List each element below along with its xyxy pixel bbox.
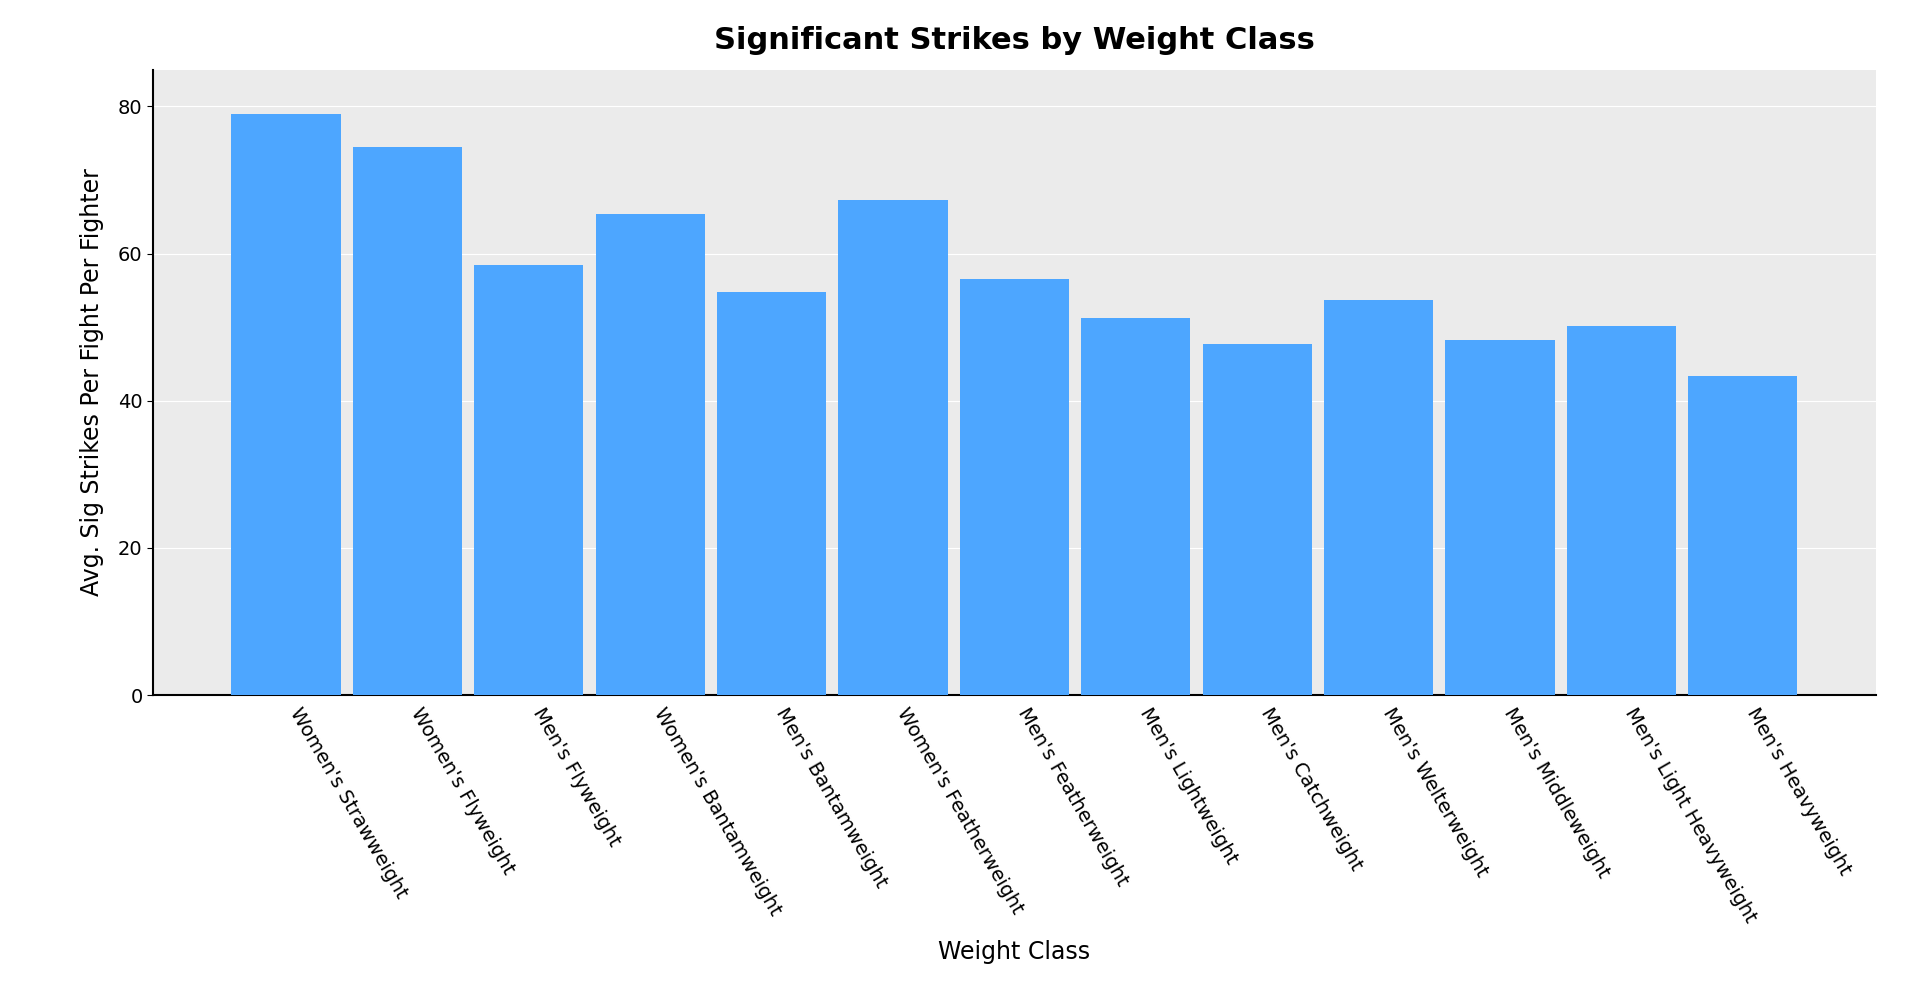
- Bar: [352, 147, 461, 695]
- Bar: [959, 279, 1070, 695]
- Bar: [1324, 300, 1434, 695]
- Bar: [1568, 326, 1677, 695]
- Title: Significant Strikes by Weight Class: Significant Strikes by Weight Class: [714, 26, 1315, 55]
- Bar: [838, 200, 947, 695]
- Bar: [475, 264, 584, 695]
- Bar: [232, 113, 341, 695]
- Bar: [1445, 341, 1554, 695]
- Bar: [1081, 319, 1191, 695]
- Bar: [595, 214, 704, 695]
- Y-axis label: Avg. Sig Strikes Per Fight Per Fighter: Avg. Sig Strikes Per Fight Per Fighter: [80, 169, 103, 596]
- Bar: [1688, 376, 1797, 695]
- Bar: [1202, 344, 1311, 695]
- X-axis label: Weight Class: Weight Class: [938, 940, 1091, 964]
- Bar: [718, 292, 827, 695]
